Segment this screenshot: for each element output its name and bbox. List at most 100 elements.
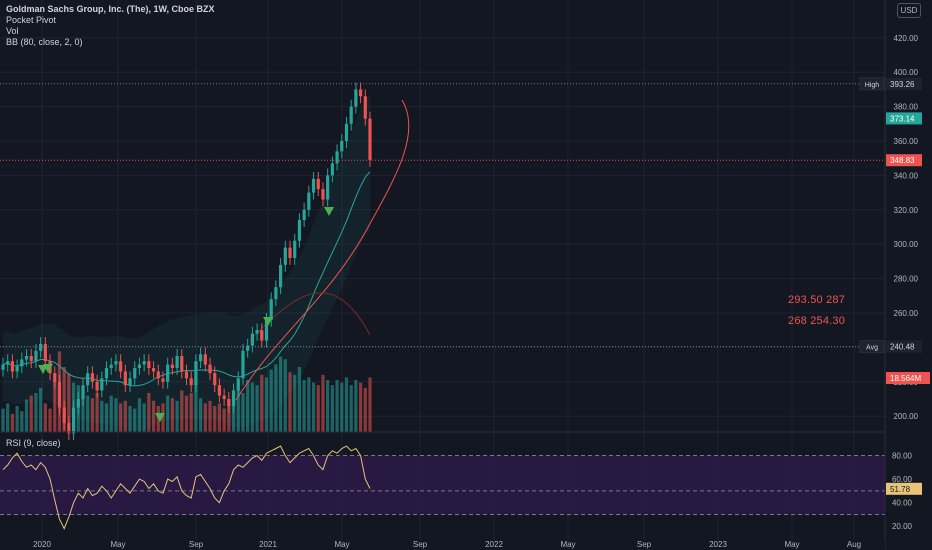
annotation-text-2: 268 254.30 <box>788 315 846 327</box>
volume-bar <box>34 393 38 432</box>
candle-body <box>67 423 71 434</box>
volume-bar <box>283 359 287 432</box>
candles <box>1 82 372 441</box>
volume-bar <box>137 398 142 432</box>
price-tick-label: 380.00 <box>894 103 919 112</box>
rsi-tick-label: 20.00 <box>892 522 913 531</box>
volume-bar <box>189 393 193 432</box>
rsi-line <box>2 445 371 530</box>
volume-bar <box>6 403 10 432</box>
time-tick-label: 2023 <box>709 540 727 549</box>
volume-bar <box>227 400 231 432</box>
volume-bar <box>133 408 137 432</box>
candle-body <box>283 247 287 265</box>
candle-body <box>142 361 146 365</box>
candle-body <box>180 356 184 372</box>
chart-legend: Goldman Sachs Group, Inc. (The), 1W, Cbo… <box>6 4 215 48</box>
volume-bar <box>119 403 123 432</box>
candle-body <box>236 378 240 391</box>
volume-bar <box>24 399 29 432</box>
candle-body <box>24 356 29 360</box>
candle-body <box>128 378 132 386</box>
price-label: 18.564M <box>890 374 921 383</box>
price-label-bg <box>886 112 922 125</box>
candle-body <box>137 364 142 369</box>
volume-bar <box>100 400 104 432</box>
candle-body <box>208 364 212 374</box>
volume-bar <box>340 382 344 432</box>
candle-body <box>133 368 137 379</box>
volume-bar <box>81 393 85 432</box>
price-axis-bg <box>885 0 932 550</box>
volume-bar <box>180 390 184 432</box>
price-tick-label: 360.00 <box>894 137 919 146</box>
volume-bar <box>199 398 203 432</box>
candle-body <box>161 378 165 382</box>
price-label-bg <box>886 372 930 384</box>
volume-bar <box>307 377 311 432</box>
candle-body <box>53 373 57 382</box>
price-tick-label: 420.00 <box>894 34 919 43</box>
currency-button[interactable]: USD <box>897 3 921 18</box>
indicator-volume[interactable]: Vol <box>6 26 19 36</box>
candle-body <box>203 354 207 365</box>
time-axis[interactable]: 2020 May Sep 2021 May Sep 2022 May Sep 2023 May Aug <box>0 540 885 550</box>
candle-body <box>269 299 273 320</box>
indicator-bollinger[interactable]: BB (80, close, 2, 0) <box>6 37 83 47</box>
price-axis[interactable]: 200.00220.00240.00260.00280.00300.00320.… <box>859 0 932 550</box>
candle-body <box>34 350 38 362</box>
bollinger-lower-band <box>249 292 371 341</box>
candle-body <box>6 361 10 365</box>
volume-bar <box>170 398 174 432</box>
volume-bar <box>86 395 90 432</box>
candle-body <box>255 330 259 334</box>
volume-bar <box>104 403 109 432</box>
volume-bar <box>10 413 15 432</box>
candle-body <box>260 330 264 341</box>
price-tick-label: 280.00 <box>894 275 919 284</box>
volume-bar <box>53 380 57 432</box>
time-tick-label: May <box>110 540 125 549</box>
candle-body <box>250 333 254 346</box>
candle-body <box>20 359 24 367</box>
volume-bar <box>213 406 217 432</box>
candle-body <box>264 319 269 341</box>
time-tick-label: May <box>334 540 349 549</box>
volume-bar <box>264 377 269 432</box>
candle-body <box>166 364 170 382</box>
volume-bar <box>363 387 367 432</box>
time-axis-bg <box>0 540 885 550</box>
candle-body <box>170 364 174 369</box>
candle-body <box>288 247 292 258</box>
candle-body <box>109 364 113 369</box>
candle-body <box>15 366 19 372</box>
rsi-tick-label: 60.00 <box>892 475 913 484</box>
volume-bar <box>231 395 236 432</box>
price-reference-lines <box>0 83 932 433</box>
time-tick-label: Sep <box>413 540 428 549</box>
candle-body <box>274 287 278 300</box>
volume-bar <box>175 400 179 432</box>
volume-bar <box>302 380 306 432</box>
indicator-pocket-pivot[interactable]: Pocket Pivot <box>6 15 57 25</box>
candle-body <box>151 368 156 372</box>
candle-body <box>175 356 179 369</box>
volume-bar <box>279 356 283 432</box>
volume-bar <box>20 411 24 432</box>
candle-body <box>123 371 127 386</box>
volume-bar <box>236 387 240 432</box>
symbol-title[interactable]: Goldman Sachs Group, Inc. (The), 1W, Cbo… <box>6 4 215 14</box>
volume-bar <box>156 406 160 432</box>
rsi-legend[interactable]: RSI (9, close) <box>6 438 61 448</box>
candle-body <box>76 399 80 408</box>
candle-body <box>95 381 99 391</box>
volume-bar <box>203 403 207 432</box>
candle-body <box>57 381 62 408</box>
price-tag-label: Avg <box>866 345 878 352</box>
candle-body <box>184 371 189 379</box>
candle-body <box>10 361 15 372</box>
volume-bar <box>1 408 5 432</box>
price-tick-label: 300.00 <box>894 240 919 249</box>
time-tick-label: May <box>784 540 799 549</box>
